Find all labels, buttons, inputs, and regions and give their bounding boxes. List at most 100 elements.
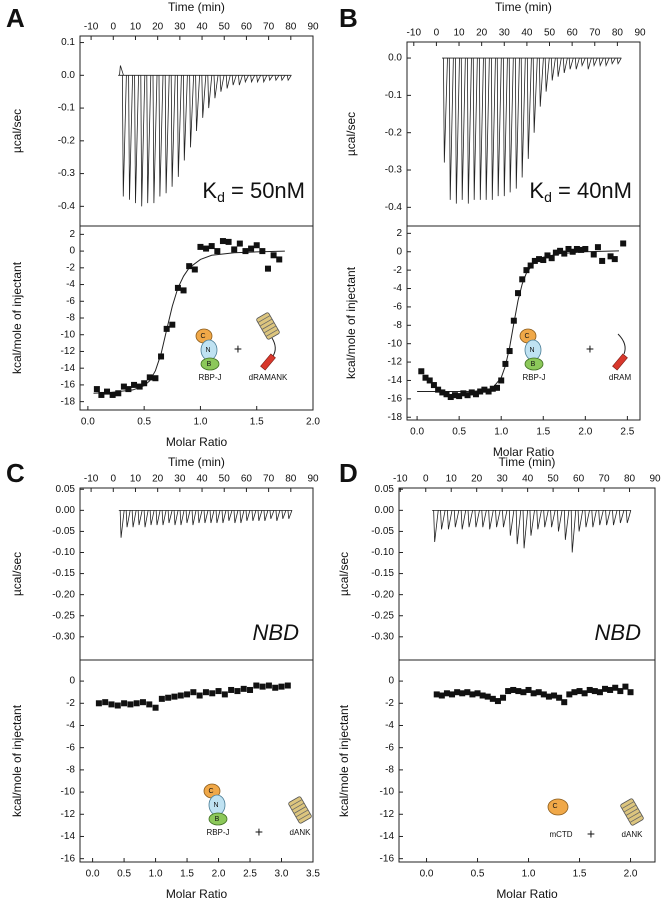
data-point xyxy=(438,692,445,699)
y-tick-label: -0.25 xyxy=(371,610,394,621)
x-tick-label: 30 xyxy=(174,474,186,485)
injection-peak xyxy=(514,58,520,189)
injection-peak xyxy=(286,75,292,82)
y-tick-label: -0.30 xyxy=(371,631,394,642)
data-point xyxy=(540,691,547,698)
injection-peak xyxy=(612,510,618,526)
y-tick-label: -0.15 xyxy=(52,568,75,579)
plot-frame xyxy=(79,225,314,411)
injection-peak xyxy=(526,58,532,159)
injection-peak xyxy=(238,75,243,86)
injection-peak xyxy=(557,510,563,532)
x-tick-label: 60 xyxy=(573,474,585,485)
ankyrin-stripe xyxy=(627,811,641,820)
ankyrin-stripe xyxy=(265,329,279,337)
data-point xyxy=(611,256,618,263)
data-point xyxy=(540,257,547,264)
y-tick-label: -14 xyxy=(61,831,76,842)
x-tick-label: 0 xyxy=(111,22,117,33)
domain-letter: N xyxy=(529,347,534,354)
injection-peak xyxy=(251,510,257,521)
y-axis-label: kcal/mole of injectant xyxy=(344,266,358,379)
data-point xyxy=(489,385,496,392)
data-point xyxy=(228,686,235,693)
y-tick-label: 0 xyxy=(69,676,75,687)
injection-peak xyxy=(189,75,195,148)
y-tick-label: -18 xyxy=(61,396,76,407)
x-tick-label: 2.5 xyxy=(243,869,257,880)
injection-peak xyxy=(164,75,170,194)
injection-peak xyxy=(502,58,508,197)
x-axis-label: Molar Ratio xyxy=(166,887,228,901)
data-point xyxy=(612,684,619,691)
x-tick-label: 30 xyxy=(497,474,509,485)
injection-peak xyxy=(185,510,191,524)
injection-peak xyxy=(173,510,179,526)
injection-peak xyxy=(508,510,515,536)
data-point xyxy=(426,377,433,384)
ankyrin-stripe xyxy=(629,815,643,823)
injection-peak xyxy=(495,510,501,528)
protein-label: RBP-J xyxy=(522,373,545,382)
data-point xyxy=(430,382,437,389)
injection-peak xyxy=(179,510,185,526)
data-point xyxy=(108,701,115,708)
x-tick-label: 1.0 xyxy=(522,869,536,880)
ankyrin-domain xyxy=(288,796,312,824)
ankyrin-stripe xyxy=(297,813,311,821)
injection-peak xyxy=(161,510,167,526)
y-tick-label: -10 xyxy=(388,338,403,349)
x-tick-label: 10 xyxy=(446,474,458,485)
fit-curve xyxy=(93,250,285,394)
y-tick-label: 0 xyxy=(69,246,75,257)
kd-value: = 40nM xyxy=(552,178,632,203)
injection-peak xyxy=(209,510,215,524)
y-tick-label: -10 xyxy=(61,329,76,340)
injection-peak xyxy=(616,57,622,65)
plot-frame xyxy=(398,659,656,863)
kd-symbol: K xyxy=(529,178,544,203)
data-point xyxy=(485,388,492,395)
data-point xyxy=(581,690,588,697)
x-tick-label: 80 xyxy=(612,28,624,39)
injection-peak xyxy=(158,75,164,197)
injection-peak xyxy=(550,510,556,528)
injection-peak xyxy=(134,75,139,204)
y-tick-label: 2 xyxy=(396,228,402,239)
ankyrin-stripe xyxy=(263,325,277,334)
y-tick-label: -8 xyxy=(393,320,402,331)
injection-peak xyxy=(281,510,287,519)
data-point xyxy=(152,375,159,382)
injection-peak xyxy=(446,510,453,530)
ankyrin-stripe xyxy=(295,809,309,818)
injection-peak xyxy=(520,58,526,178)
plot-frame xyxy=(406,225,641,421)
injection-peak xyxy=(119,510,125,538)
data-point xyxy=(234,688,241,695)
linker xyxy=(271,337,276,357)
injection-peak xyxy=(119,65,124,76)
y-tick-label: -16 xyxy=(380,853,395,864)
injection-peak xyxy=(467,510,474,528)
injection-peak xyxy=(221,510,227,524)
injection-peak xyxy=(201,75,207,118)
y-tick-label: -0.4 xyxy=(385,202,403,213)
y-tick-label: -0.30 xyxy=(52,631,75,642)
injection-peak xyxy=(562,57,568,74)
data-point xyxy=(566,691,573,698)
injection-peak xyxy=(478,58,484,200)
data-point xyxy=(523,267,530,274)
data-point xyxy=(225,238,232,245)
data-point xyxy=(278,683,285,690)
x-tick-label: 60 xyxy=(567,28,579,39)
injection-peak xyxy=(460,58,466,200)
injection-peak xyxy=(538,58,544,107)
kd-subscript: d xyxy=(544,189,552,205)
injection-peak xyxy=(143,510,149,528)
x-tick-label: 10 xyxy=(130,22,142,33)
data-point xyxy=(208,243,215,250)
data-point xyxy=(165,694,172,701)
data-point xyxy=(502,360,509,367)
nbd-annotation: NBD xyxy=(253,620,300,645)
injection-peak xyxy=(433,510,439,543)
